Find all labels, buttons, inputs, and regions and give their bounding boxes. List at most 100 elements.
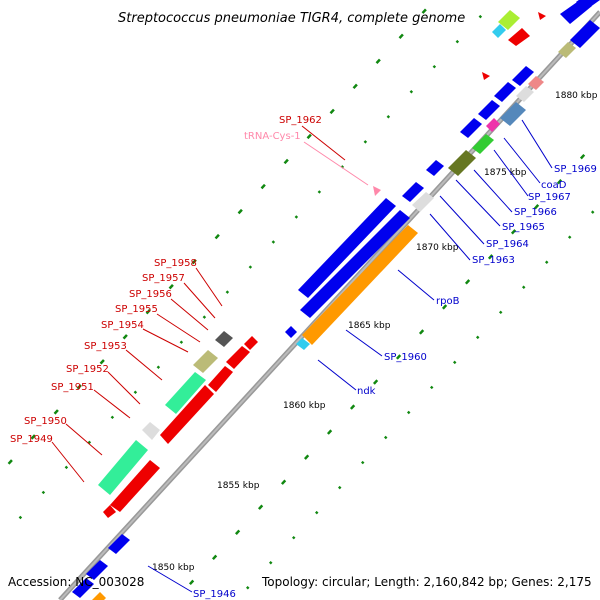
gc-dash [317,190,322,194]
label-trna-cys-1[interactable]: tRNA-Cys-1 [244,131,301,142]
label-sp1966[interactable]: SP_1966 [514,207,557,218]
gene-sp1958[interactable] [103,505,116,518]
label-sp1950[interactable]: SP_1950 [24,416,67,427]
gene-blue-f[interactable] [570,20,600,48]
gc-dash [145,309,151,315]
gc-dash [326,429,333,435]
gene-coaD[interactable] [486,118,500,132]
label-sp1967[interactable]: SP_1967 [528,192,571,203]
gc-dash [372,379,379,385]
gene-blue-bottom-b[interactable] [72,578,94,598]
gene-sp1960[interactable] [298,198,396,298]
gene-cyan-top[interactable] [492,24,506,38]
gene-orange-bottom[interactable] [92,592,106,600]
gene-blue-a[interactable] [460,118,482,138]
label-coaD[interactable]: coaD [541,180,567,191]
gene-sp1964[interactable] [402,182,424,202]
gene-sp1952[interactable] [160,385,214,444]
kbp-tick: 1870 kbp [416,243,459,253]
trna-cys-1[interactable] [373,186,381,196]
gene-sp1951[interactable] [142,422,160,440]
label-sp1946[interactable]: SP_1946 [193,589,236,600]
gene-sp1963[interactable] [412,192,434,212]
label-sp1960[interactable]: SP_1960 [384,352,427,363]
gene-olive-top[interactable] [558,42,576,58]
gene-ndk[interactable] [296,338,310,350]
gene-sp1956[interactable] [215,331,233,347]
gene-sp1950[interactable] [98,440,148,495]
label-ndk[interactable]: ndk [357,386,376,397]
gc-dash [352,83,358,90]
label-sp1969[interactable]: SP_1969 [554,164,597,175]
gene-sp1946[interactable] [108,534,130,554]
gene-sp1957[interactable] [244,336,258,350]
gene-red-mark-1[interactable] [482,72,490,80]
gc-dash [349,404,356,410]
gene-pink[interactable] [528,76,544,90]
gene-sp1955[interactable] [226,346,250,369]
label-sp1954[interactable]: SP_1954 [101,320,144,331]
label-sp1957[interactable]: SP_1957 [142,273,185,284]
gene-grey[interactable] [516,86,534,102]
gene-blue-g[interactable] [576,0,600,10]
gene-rpoB[interactable] [302,225,418,345]
gc-dash [475,335,480,340]
gc-dash [87,440,92,445]
label-sp1965[interactable]: SP_1965 [502,222,545,233]
gc-dash [306,133,312,140]
label-sp1951[interactable]: SP_1951 [51,382,94,393]
gene-red-top[interactable] [508,28,530,46]
gc-dash [567,235,572,239]
gene-sp1967[interactable] [472,134,494,154]
gc-dash [260,183,266,190]
gc-dash [375,58,381,64]
gc-dash [248,265,253,269]
gc-dash [452,360,457,365]
gene-sp1960b[interactable] [300,210,410,318]
label-sp1962[interactable]: SP_1962 [279,115,322,126]
gene-blue-d[interactable] [512,66,534,86]
kbp-ticks: 1850 kbp 1855 kbp 1860 kbp 1865 kbp 1870… [152,91,598,573]
label-sp1964[interactable]: SP_1964 [486,239,529,250]
topology-text: Topology: circular; Length: 2,160,842 bp… [261,575,592,589]
kbp-tick: 1875 kbp [484,168,527,178]
gc-dash [41,490,46,495]
label-sp1953[interactable]: SP_1953 [84,341,127,352]
gene-blue-c[interactable] [494,82,516,102]
gc-dash [202,315,207,319]
label-sp1949[interactable]: SP_1949 [10,434,53,445]
gc-dash [156,365,161,369]
gc-dash [110,415,115,420]
gene-sp1953[interactable] [165,372,206,414]
gc-dash [464,279,471,285]
gc-dash [30,434,36,440]
gc-dash [556,179,563,185]
gc-dash [225,290,230,294]
gc-dash [179,340,184,344]
gene-sp1966[interactable] [448,150,476,176]
gc-dash [409,90,414,94]
label-sp1952[interactable]: SP_1952 [66,364,109,375]
gc-dash [292,535,296,540]
gc-dash [76,384,82,390]
label-rpoB[interactable]: rpoB [436,296,460,307]
gene-sp1969[interactable] [500,102,526,126]
label-sp1963[interactable]: SP_1963 [472,255,515,266]
gc-dash [315,510,319,515]
kbp-tick: 1850 kbp [152,563,195,573]
gene-lime-top[interactable] [498,10,520,30]
gene-blue-b[interactable] [478,100,500,120]
gene-sp1954[interactable] [208,366,233,392]
gene-blue-bottom-a[interactable] [86,560,108,580]
gene-small-blue[interactable] [285,326,297,338]
label-sp1956[interactable]: SP_1956 [129,289,172,300]
gc-dash [53,409,59,415]
gene-sp1949[interactable] [110,460,160,512]
label-sp1955[interactable]: SP_1955 [115,304,158,315]
gc-dash [168,284,174,290]
gene-red-mark-2[interactable] [538,12,546,20]
label-sp1958[interactable]: SP_1958 [154,258,197,269]
gc-dash [257,504,264,510]
gene-sp1965[interactable] [426,160,444,176]
gene-sp1953b[interactable] [193,350,218,373]
